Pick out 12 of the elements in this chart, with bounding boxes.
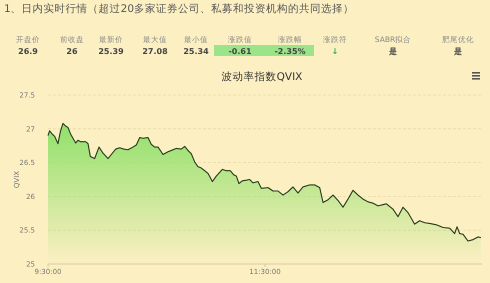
text: -2.35% <box>274 47 306 56</box>
text: 27.08 <box>142 47 168 56</box>
text: 26.9 <box>18 47 38 56</box>
text: ↓ <box>332 47 338 56</box>
text: 1、日内实时行情（超过20多家证券公司、私募和投资机构的共同选择） <box>4 2 354 15</box>
text: 是 <box>453 47 462 56</box>
text: 是 <box>388 47 397 56</box>
text: 26 <box>66 47 78 56</box>
text: 25.34 <box>183 47 210 56</box>
text: -0.61 <box>228 47 252 56</box>
text: 25.39 <box>98 47 124 56</box>
chart-title: 波动率指数QVIX <box>222 70 302 83</box>
